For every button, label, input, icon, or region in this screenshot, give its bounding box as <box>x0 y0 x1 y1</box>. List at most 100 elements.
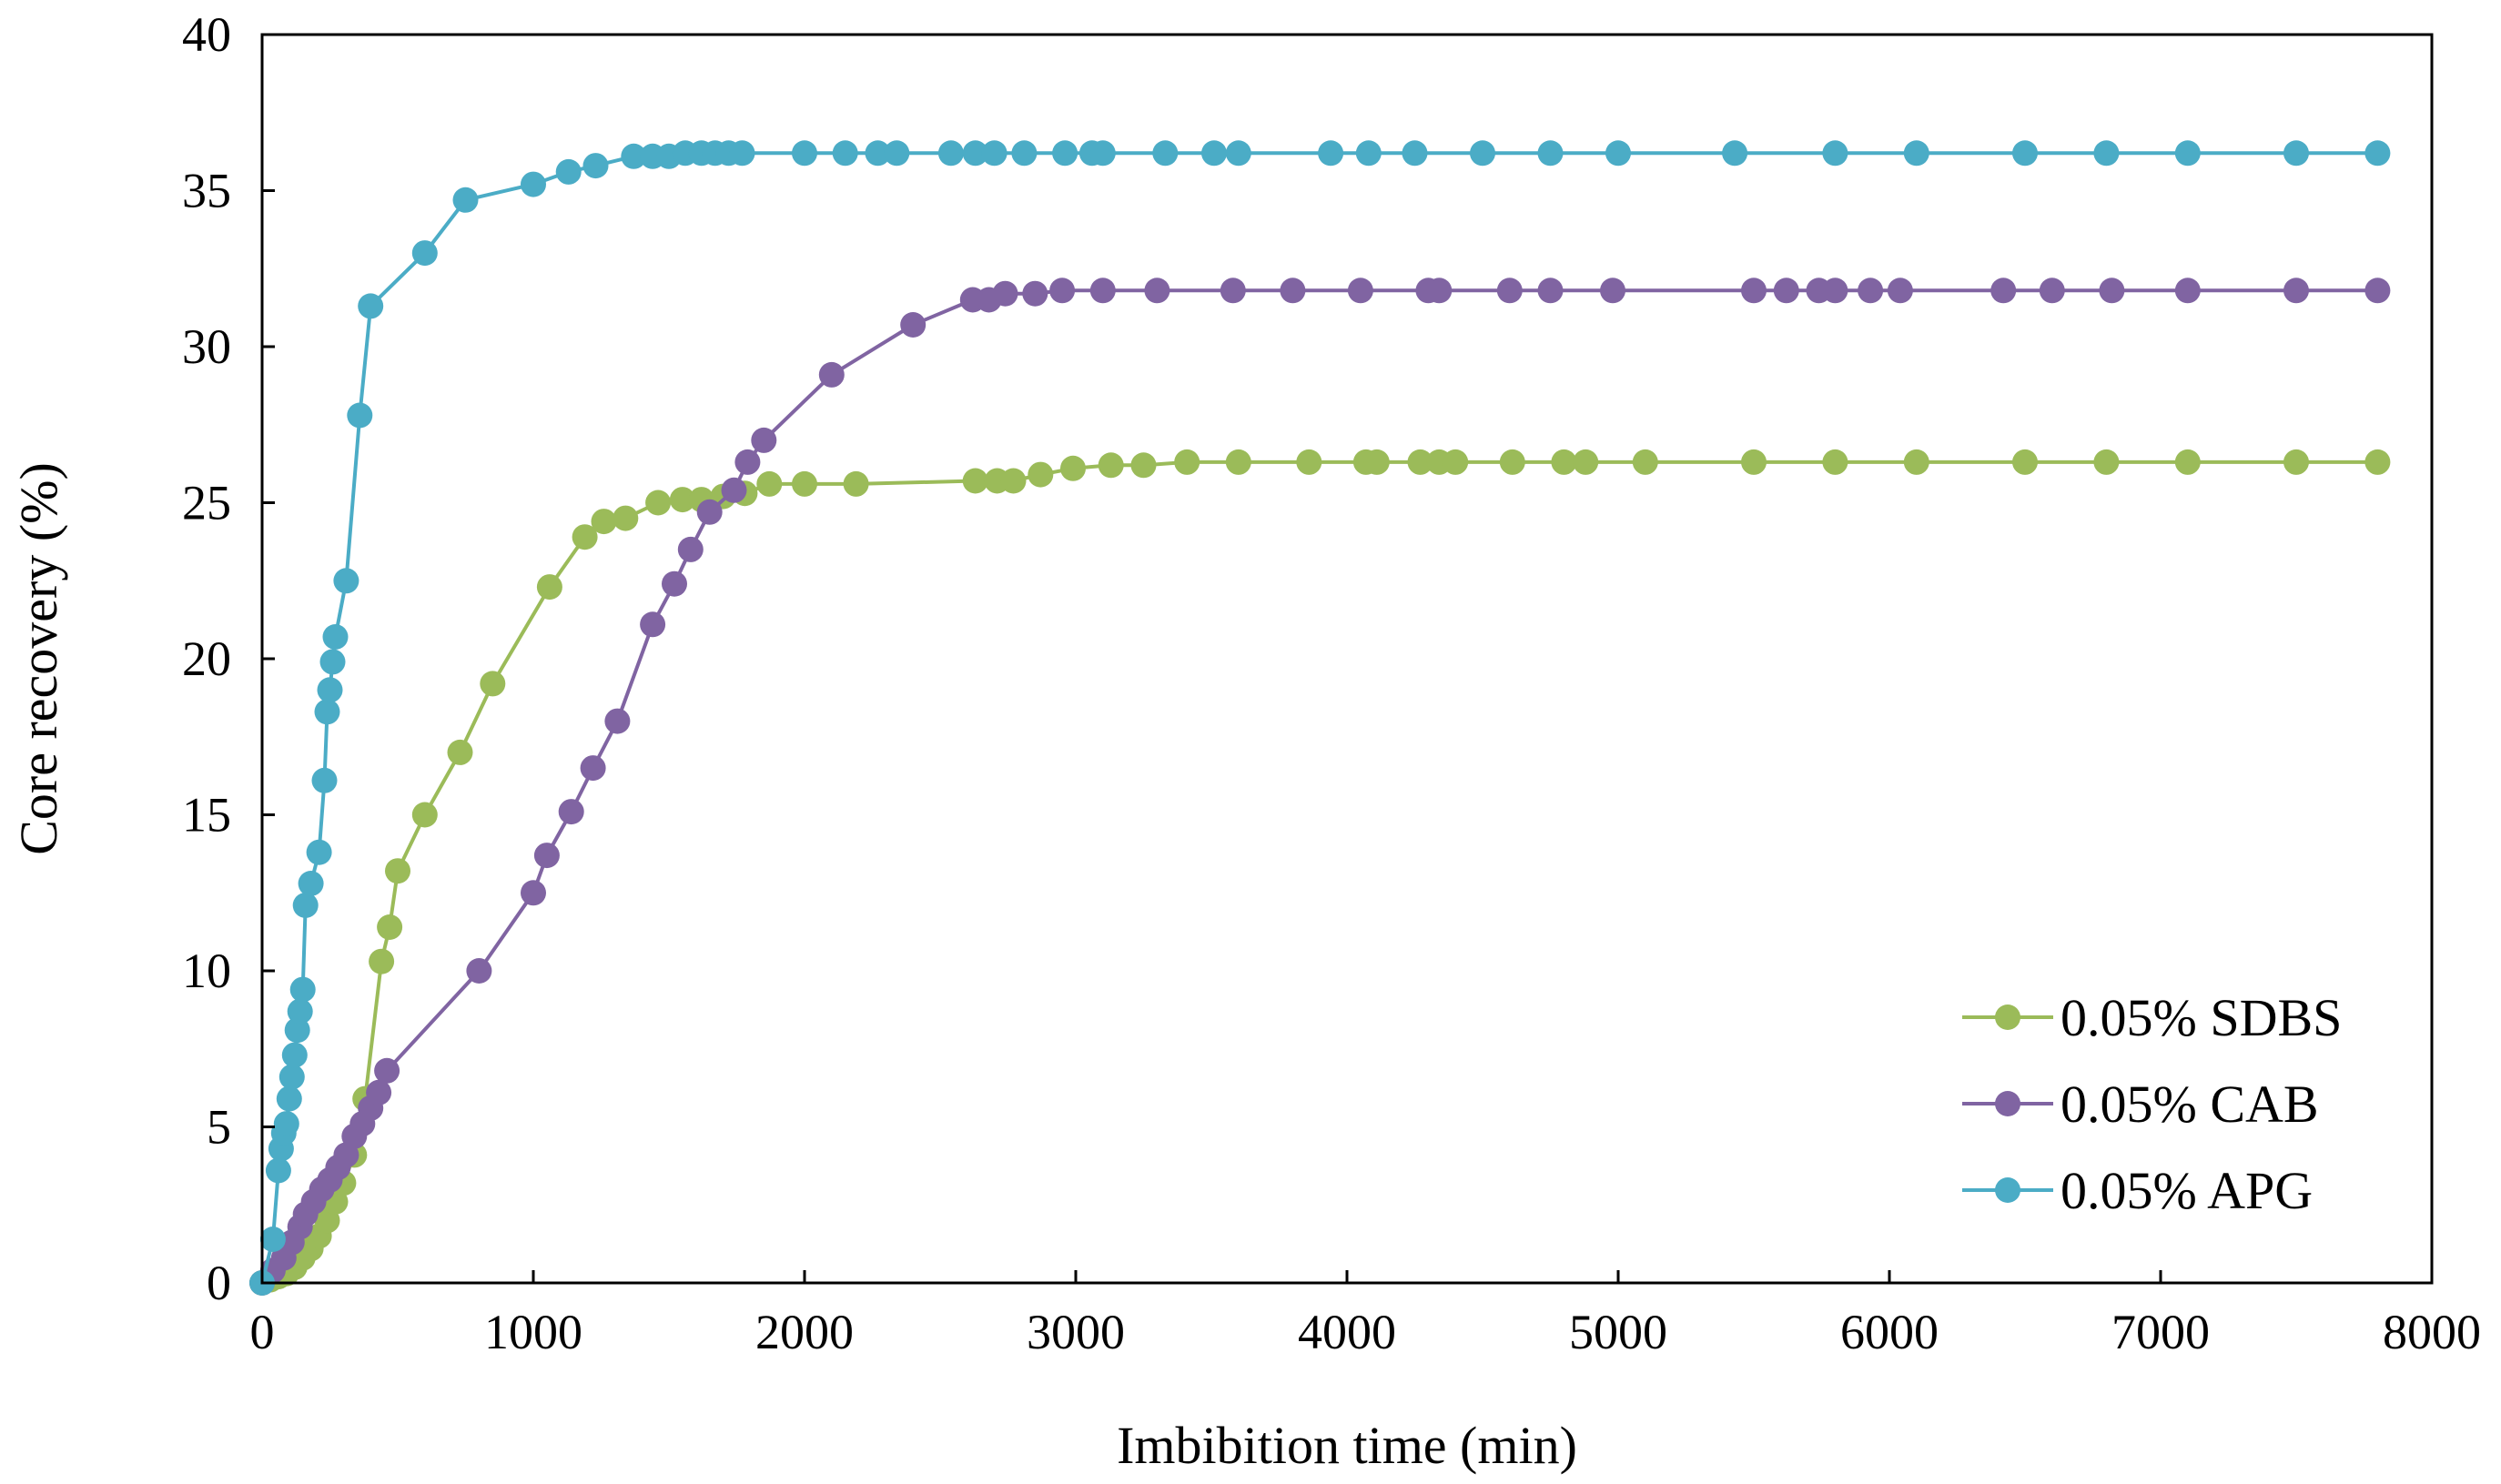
y-tick-label: 35 <box>182 164 231 218</box>
data-point <box>1600 278 1625 304</box>
data-point <box>2012 449 2038 475</box>
data-point <box>992 280 1018 307</box>
data-point <box>1741 278 1767 304</box>
data-point <box>1426 278 1453 304</box>
data-point <box>2039 278 2065 304</box>
y-axis-title: Core recovery (%) <box>9 462 68 855</box>
data-point <box>1174 449 1200 475</box>
data-point <box>2283 449 2309 475</box>
data-point <box>613 505 639 531</box>
series-line <box>261 459 2378 1285</box>
data-point <box>1225 140 1251 167</box>
data-point <box>259 1227 286 1252</box>
data-point <box>281 1042 308 1068</box>
data-point <box>322 624 349 650</box>
data-point <box>900 312 926 338</box>
data-point <box>981 140 1007 167</box>
data-point <box>533 843 560 869</box>
data-point <box>2364 449 2391 475</box>
series-line <box>260 288 2378 1285</box>
data-point <box>1887 278 1913 304</box>
data-point <box>385 858 410 884</box>
legend-marker <box>1995 1004 2020 1030</box>
data-point <box>1296 449 1322 475</box>
data-point <box>1551 449 1577 475</box>
data-point <box>2174 278 2201 304</box>
data-point <box>1496 278 1523 304</box>
data-point <box>621 143 647 169</box>
data-point <box>604 708 631 734</box>
data-point <box>1573 449 1599 475</box>
data-point <box>1220 278 1246 304</box>
legend-label: 0.05% APG <box>2061 1161 2313 1220</box>
series-1 <box>249 278 2391 1296</box>
data-point <box>2364 278 2391 304</box>
data-point <box>521 171 546 197</box>
data-point <box>374 1057 400 1084</box>
data-point <box>1990 278 2017 304</box>
data-point <box>2099 278 2125 304</box>
x-tick-label: 3000 <box>1027 1305 1125 1359</box>
data-point <box>734 449 761 475</box>
data-point <box>1470 140 1495 167</box>
data-point <box>292 893 319 918</box>
data-point <box>843 470 869 497</box>
data-point <box>289 976 316 1003</box>
data-point <box>677 536 704 562</box>
data-point <box>1318 140 1344 167</box>
data-point <box>1402 140 1428 167</box>
data-point <box>2174 140 2201 167</box>
data-point <box>1098 452 1124 479</box>
data-point <box>278 1064 305 1090</box>
data-point <box>1028 461 1054 488</box>
y-tick-label: 30 <box>182 319 231 374</box>
data-point <box>1822 278 1848 304</box>
y-tick-label: 0 <box>207 1256 231 1310</box>
x-axis-title: Imbibition time (min) <box>1117 1416 1577 1475</box>
x-tick-label: 5000 <box>1569 1305 1667 1359</box>
data-point <box>582 153 609 179</box>
data-point <box>2093 140 2120 167</box>
data-point <box>366 1079 392 1105</box>
data-point <box>865 140 891 167</box>
x-tick-label: 8000 <box>2383 1305 2481 1359</box>
legend-marker <box>1995 1091 2020 1116</box>
series-layer <box>249 140 2391 1296</box>
tick-layer: 0 1000 2000 3000 4000 5000 6000 7000 8000 0 5 10 15 2… <box>182 7 2481 1359</box>
y-tick-label: 10 <box>182 944 231 998</box>
legend: 0.05% SDBS 0.05% CAB 0.05% APG <box>1962 988 2342 1220</box>
data-point <box>792 140 817 167</box>
data-point <box>721 477 747 503</box>
data-point <box>1225 449 1251 475</box>
data-point <box>884 140 910 167</box>
data-point <box>1443 449 1469 475</box>
data-point <box>276 1085 302 1112</box>
data-point <box>317 677 343 703</box>
y-tick-label: 5 <box>207 1100 231 1155</box>
data-point <box>792 470 817 497</box>
data-point <box>1858 278 1884 304</box>
data-point <box>1201 140 1227 167</box>
y-tick-label: 25 <box>182 476 231 530</box>
data-point <box>2174 449 2201 475</box>
data-point <box>306 839 332 865</box>
data-point <box>1152 140 1179 167</box>
data-point <box>669 487 695 513</box>
x-tick-label: 7000 <box>2111 1305 2210 1359</box>
data-point <box>640 611 666 638</box>
data-point <box>1011 140 1038 167</box>
data-point <box>333 568 359 594</box>
data-point <box>2283 278 2309 304</box>
y-tick-label: 15 <box>182 788 231 843</box>
legend-item: 0.05% SDBS <box>1962 988 2342 1047</box>
data-point <box>1144 278 1170 304</box>
data-point <box>1903 449 1929 475</box>
data-point <box>937 140 964 167</box>
data-point <box>962 468 988 494</box>
x-tick-label: 1000 <box>484 1305 582 1359</box>
data-point <box>1407 449 1433 475</box>
data-point <box>1499 449 1525 475</box>
data-point <box>319 649 346 675</box>
data-point <box>1537 140 1564 167</box>
